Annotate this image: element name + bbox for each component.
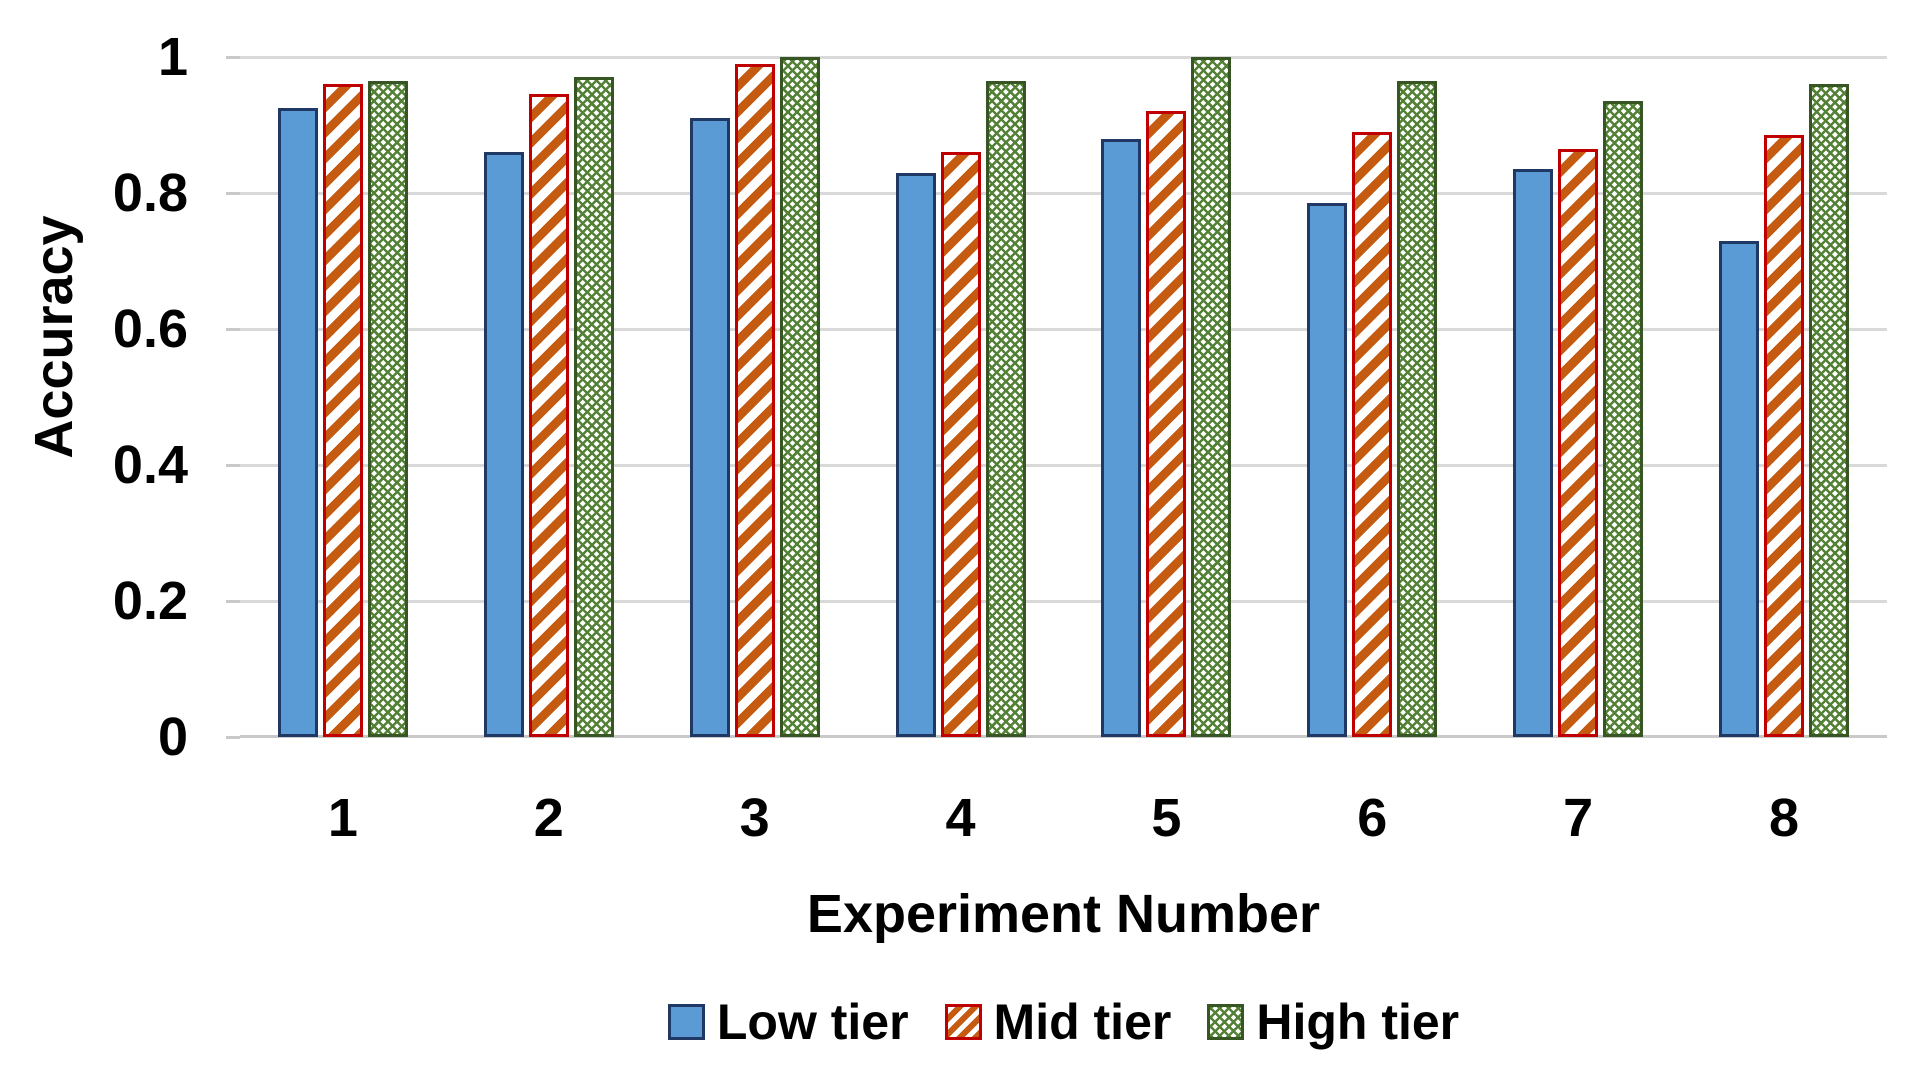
bar-group	[240, 57, 446, 737]
bar-mid-tier	[940, 152, 981, 737]
y-tick-mark	[226, 327, 240, 331]
bar-mid-tier	[1764, 135, 1805, 737]
x-axis-line	[240, 735, 1887, 738]
bar-group	[858, 57, 1064, 737]
bar-high-tier	[573, 77, 614, 737]
bar-group	[446, 57, 652, 737]
bar-mid-tier	[1352, 132, 1393, 737]
bar-group	[1269, 57, 1475, 737]
x-axis-title: Experiment Number	[806, 884, 1321, 944]
plot-area	[240, 55, 1887, 738]
bar-high-tier	[1809, 84, 1850, 737]
y-tick-mark	[226, 735, 240, 739]
y-tick-label: 0.4	[112, 435, 188, 495]
x-tick-label: 2	[533, 788, 564, 848]
bar-low-tier	[1719, 241, 1760, 737]
bar-mid-tier	[734, 64, 775, 737]
x-tick-label: 3	[739, 788, 770, 848]
y-tick-mark	[226, 191, 240, 195]
y-tick-label: 0.6	[112, 299, 188, 359]
legend-swatch-mid-tier	[944, 1004, 982, 1040]
legend: Low tier Mid tier High tier	[240, 996, 1887, 1048]
bar-low-tier	[689, 118, 730, 737]
x-tick-label: 7	[1563, 788, 1594, 848]
legend-label: Mid tier	[993, 994, 1172, 1050]
bar-high-tier	[1191, 57, 1232, 737]
bar-group	[1681, 57, 1887, 737]
bar-high-tier	[779, 57, 820, 737]
y-gridline	[240, 55, 1887, 59]
bar-group	[1064, 57, 1270, 737]
bar-group	[1475, 57, 1681, 737]
bar-low-tier	[483, 152, 524, 737]
bar-low-tier	[277, 108, 318, 737]
bar-high-tier	[985, 81, 1026, 737]
bar-low-tier	[1307, 203, 1348, 737]
bar-low-tier	[1513, 169, 1554, 737]
x-axis-labels: 1 2 3 4 5 6 7 8	[240, 790, 1887, 846]
y-tick-label: 0.2	[112, 571, 188, 631]
x-tick-label: 5	[1151, 788, 1182, 848]
legend-label: High tier	[1256, 994, 1460, 1050]
y-tick-mark	[226, 599, 240, 603]
x-tick-label: 1	[327, 788, 358, 848]
bar-mid-tier	[528, 94, 569, 737]
bar-high-tier	[1603, 101, 1644, 737]
bar-mid-tier	[322, 84, 363, 737]
legend-item: Low tier	[667, 994, 909, 1050]
bar-high-tier	[1397, 81, 1438, 737]
y-tick-label: 1	[157, 27, 188, 87]
legend-item: High tier	[1207, 996, 1459, 1048]
y-gridline	[240, 599, 1887, 603]
bar-low-tier	[895, 173, 936, 737]
y-tick-mark	[226, 463, 240, 467]
y-tick-label: 0	[157, 707, 188, 767]
x-tick-label: 4	[945, 788, 976, 848]
bar-high-tier	[367, 81, 408, 737]
bar-low-tier	[1101, 139, 1142, 737]
x-tick-label: 8	[1769, 788, 1800, 848]
bar-mid-tier	[1146, 111, 1187, 737]
bar-group	[652, 57, 858, 737]
legend-label: Low tier	[716, 994, 909, 1050]
y-tick-mark	[226, 55, 240, 59]
y-gridline	[240, 463, 1887, 467]
y-gridline	[240, 327, 1887, 331]
legend-item: Mid tier	[944, 994, 1172, 1050]
y-axis: 1 0.8 0.6 0.4 0.2 0	[0, 30, 240, 764]
y-tick-label: 0.8	[112, 163, 188, 223]
legend-swatch-low-tier	[667, 1004, 705, 1040]
bar-mid-tier	[1558, 149, 1599, 737]
y-gridline	[240, 191, 1887, 195]
x-tick-label: 6	[1357, 788, 1388, 848]
legend-swatch-high-tier	[1207, 1004, 1245, 1040]
